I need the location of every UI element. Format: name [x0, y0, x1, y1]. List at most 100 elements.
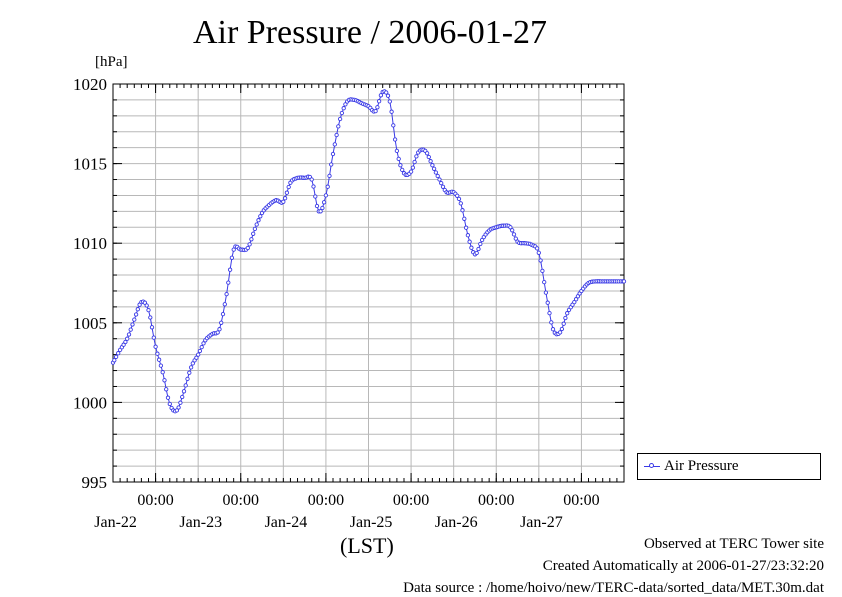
data-point	[183, 383, 188, 388]
y-axis-unit: [hPa]	[95, 54, 128, 70]
data-point	[621, 279, 627, 284]
data-point	[144, 303, 149, 308]
data-point	[149, 325, 155, 330]
data-point	[549, 320, 554, 325]
data-point	[249, 237, 254, 242]
data-point	[194, 355, 199, 360]
data-point	[222, 302, 227, 307]
data-point	[534, 246, 540, 251]
data-point	[320, 205, 325, 211]
data-point	[126, 332, 132, 337]
data-point	[557, 330, 563, 335]
data-point	[185, 376, 190, 382]
data-point	[337, 116, 343, 122]
data-point	[543, 290, 549, 295]
data-point	[153, 344, 158, 349]
data-point	[245, 245, 250, 251]
data-point	[332, 142, 337, 147]
data-point	[341, 106, 346, 111]
data-point	[400, 167, 405, 173]
data-point	[437, 177, 442, 182]
data-point	[251, 231, 256, 236]
data-point	[540, 268, 545, 274]
data-point	[565, 311, 570, 316]
y-tick-label: 1000	[73, 393, 107, 412]
data-point	[158, 363, 164, 368]
data-point	[231, 247, 236, 252]
data-point	[314, 203, 320, 209]
legend: Air Pressure	[637, 453, 821, 480]
data-point	[458, 201, 463, 206]
data-point	[561, 321, 566, 326]
data-point	[428, 159, 433, 164]
legend-line-marker	[644, 463, 660, 468]
data-point	[389, 109, 394, 114]
data-point	[132, 317, 137, 322]
data-point	[135, 307, 140, 312]
data-point	[162, 378, 167, 383]
data-point	[435, 173, 440, 179]
data-point	[229, 255, 235, 260]
data-point	[116, 351, 121, 356]
data-point	[323, 193, 329, 198]
data-point	[201, 341, 206, 346]
data-point	[325, 184, 330, 189]
data-point	[396, 156, 401, 162]
data-point	[254, 222, 259, 227]
data-point	[387, 99, 392, 104]
data-point	[155, 351, 160, 356]
data-point	[385, 93, 391, 98]
data-point	[128, 327, 133, 332]
data-point	[431, 166, 437, 171]
x-date-label: Jan-25	[350, 514, 393, 531]
data-point	[392, 137, 398, 142]
y-tick-label: 1015	[73, 155, 107, 174]
data-point	[219, 320, 224, 325]
data-point	[375, 105, 380, 110]
data-point	[224, 291, 229, 297]
footer-source: Data source : /home/hoivo/new/TERC-data/…	[403, 580, 824, 596]
x-date-label: Jan-23	[179, 514, 222, 531]
data-point	[197, 348, 203, 354]
data-point	[559, 326, 565, 332]
data-point	[538, 258, 543, 263]
x-tick-label: 00:00	[393, 492, 429, 509]
data-point	[133, 312, 139, 317]
data-point	[572, 299, 577, 305]
data-point	[160, 370, 165, 375]
data-point	[112, 358, 117, 363]
data-point	[573, 297, 579, 302]
data-point	[545, 300, 550, 305]
data-point	[394, 148, 400, 154]
data-point	[164, 387, 169, 392]
data-point	[226, 280, 231, 285]
data-point	[334, 132, 339, 138]
footer-site: Observed at TERC Tower site	[643, 536, 824, 552]
data-point	[511, 232, 517, 237]
data-point	[148, 315, 153, 320]
data-point	[408, 169, 414, 174]
series-air-pressure	[110, 89, 627, 414]
data-point	[187, 370, 192, 375]
data-point	[227, 267, 233, 272]
data-point	[430, 163, 435, 168]
x-tick-label: 00:00	[223, 492, 259, 509]
data-point	[439, 180, 444, 186]
x-date-label: Jan-22	[94, 514, 137, 531]
data-point	[343, 102, 348, 107]
data-point	[414, 154, 419, 159]
data-point	[467, 239, 472, 244]
data-point	[478, 241, 483, 247]
data-point	[313, 194, 318, 199]
data-point	[247, 242, 252, 247]
footer-created: Created Automatically at 2006-01-27/23:3…	[542, 558, 824, 574]
data-point	[424, 151, 430, 156]
data-point	[252, 226, 258, 232]
data-point	[376, 99, 382, 104]
data-point	[563, 315, 568, 321]
data-point	[281, 199, 286, 204]
data-point	[284, 190, 290, 195]
data-point	[330, 151, 336, 157]
data-point	[123, 339, 128, 345]
